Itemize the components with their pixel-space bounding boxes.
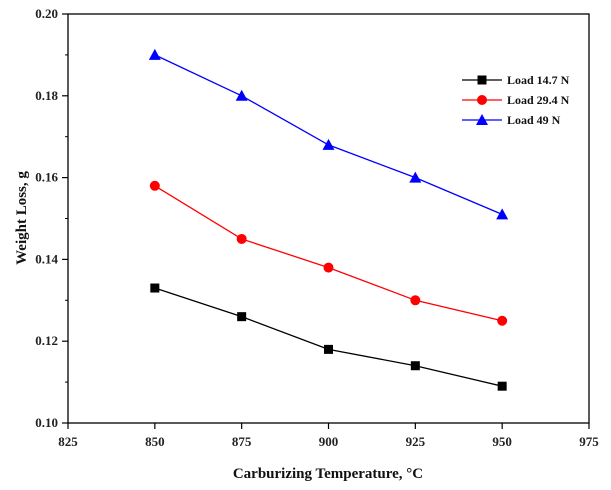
- series-line: [154, 54, 503, 216]
- data-point: [324, 344, 333, 354]
- y-tick-label: 0.10: [35, 415, 58, 430]
- data-point: [322, 138, 335, 150]
- data-point: [148, 48, 161, 60]
- x-tick-label: 950: [492, 434, 512, 449]
- y-tick-label: 0.12: [35, 333, 58, 348]
- data-point: [409, 171, 422, 183]
- legend-marker: [476, 114, 488, 125]
- data-point: [150, 283, 160, 293]
- x-axis-title: Carburizing Temperature, °C: [233, 466, 423, 482]
- series-line: [154, 185, 503, 322]
- series-line: [154, 287, 503, 387]
- data-point: [149, 180, 160, 191]
- data-point: [235, 89, 248, 101]
- series-layer: [148, 48, 509, 391]
- legend-marker: [477, 75, 487, 85]
- y-tick-label: 0.16: [35, 170, 58, 185]
- x-tick-label: 925: [406, 434, 426, 449]
- legend: Load 14.7 N Load 29.4 N Load 49 N: [462, 73, 570, 127]
- data-point: [410, 295, 421, 306]
- legend-label: Load 49 N: [507, 113, 561, 127]
- data-point: [497, 315, 508, 326]
- series-3: [148, 48, 509, 220]
- series-2: [149, 180, 508, 326]
- legend-item: Load 29.4 N: [462, 93, 570, 107]
- x-axis-ticks: 825 850 875 900 925 950 975: [58, 423, 599, 449]
- y-tick-label: 0.14: [35, 251, 58, 266]
- x-tick-label: 850: [145, 434, 165, 449]
- legend-label: Load 14.7 N: [507, 73, 570, 87]
- legend-item: Load 14.7 N: [462, 73, 570, 87]
- y-tick-label: 0.20: [35, 6, 58, 21]
- data-point: [323, 262, 334, 273]
- data-point: [237, 312, 247, 322]
- y-axis-title: Weight Loss, g: [14, 171, 30, 265]
- x-tick-label: 825: [58, 434, 78, 449]
- y-axis-ticks: 0.10 0.12 0.14 0.16 0.18 0.20: [35, 6, 68, 430]
- data-point: [496, 208, 509, 220]
- x-tick-label: 875: [232, 434, 252, 449]
- x-tick-label: 900: [319, 434, 339, 449]
- series-1: [150, 283, 507, 391]
- legend-marker: [477, 95, 487, 105]
- legend-label: Load 29.4 N: [507, 93, 570, 107]
- data-point: [497, 381, 507, 391]
- x-tick-label: 975: [579, 434, 599, 449]
- data-point: [410, 361, 420, 371]
- legend-item: Load 49 N: [462, 113, 561, 127]
- data-point: [236, 233, 247, 244]
- y-tick-label: 0.18: [35, 88, 58, 103]
